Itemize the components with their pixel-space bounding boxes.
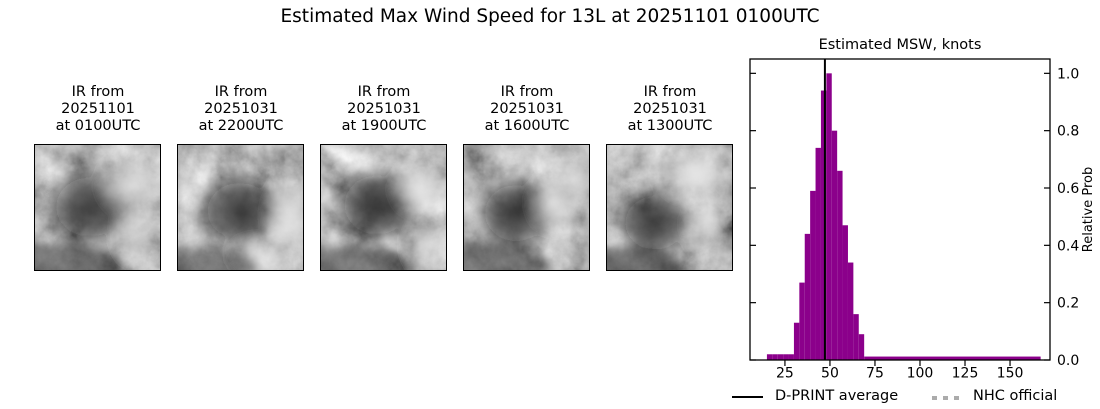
- histogram-bar: [810, 190, 816, 360]
- ir-panel-2-label: IR from 20251031 at 2200UTC: [177, 84, 305, 135]
- msw-histogram-canvas: 25 50 75 100 125 150 0.0 0.2 0.4 0.6 0.8 1.0 Relativ…: [749, 58, 1096, 382]
- histogram-bar: [788, 354, 794, 360]
- histogram-bar: [858, 334, 865, 360]
- histogram-bar: [772, 354, 778, 360]
- figure-title: Estimated Max Wind Speed for 13L at 2025…: [280, 6, 820, 27]
- ir-image-canvas: [607, 145, 732, 270]
- panel-label-line: at 1600UTC: [484, 118, 570, 134]
- ir-image-canvas: [178, 145, 303, 270]
- y-tick-label: 0.4: [1057, 238, 1079, 254]
- legend-nhc-official-label: NHC official: [973, 388, 1058, 404]
- histogram-bar: [820, 90, 827, 361]
- panel-label-line: 20251031: [204, 101, 278, 117]
- ir-satellite-image-4: [463, 144, 590, 271]
- msw-histogram: 25 50 75 100 125 150 0.0 0.2 0.4 0.6 0.8 1.0 Relativ…: [740, 36, 1100, 409]
- x-tick-label: 150: [997, 366, 1024, 382]
- ir-panel-2: IR from 20251031 at 2200UTC: [177, 84, 305, 271]
- panel-label-line: at 2200UTC: [198, 118, 284, 134]
- dprint-average-line-sample: [732, 396, 763, 399]
- ir-panel-1-label: IR from 20251101 at 0100UTC: [34, 84, 162, 135]
- ir-panel-5-label: IR from 20251031 at 1300UTC: [606, 84, 734, 135]
- ir-satellite-image-3: [320, 144, 447, 271]
- ir-panel-3-label: IR from 20251031 at 1900UTC: [320, 84, 448, 135]
- histogram-bar: [826, 73, 832, 361]
- y-tick-label: 0.0: [1057, 353, 1079, 369]
- chart-legend: D-PRINT average NHC official: [725, 387, 1100, 407]
- panel-label-line: 20251031: [633, 101, 707, 117]
- plot-frame: [749, 58, 1051, 361]
- histogram-bar: [837, 170, 843, 360]
- histogram-bar: [831, 130, 838, 360]
- ir-image-canvas: [464, 145, 589, 270]
- ir-panel-4: IR from 20251031 at 1600UTC: [463, 84, 591, 271]
- panel-label-line: IR from: [357, 84, 411, 100]
- panel-label-line: at 1900UTC: [341, 118, 427, 134]
- panel-label-line: 20251031: [347, 101, 421, 117]
- histogram-bar: [815, 147, 821, 360]
- legend-dprint-average-label: D-PRINT average: [775, 388, 899, 404]
- ir-panel-5: IR from 20251031 at 1300UTC: [606, 84, 734, 271]
- histogram-bar: [853, 314, 859, 360]
- panel-label-line: 20251101: [61, 101, 135, 117]
- histogram-title: Estimated MSW, knots: [818, 37, 982, 53]
- nhc-official-dashed-sample: [932, 396, 964, 400]
- histogram-bar: [804, 233, 811, 360]
- panel-label-line: at 1300UTC: [627, 118, 713, 134]
- y-tick-label: 1.0: [1057, 66, 1079, 82]
- histogram-tail-bar: [864, 356, 1041, 360]
- ir-satellite-image-2: [177, 144, 304, 271]
- panel-label-line: 20251031: [490, 101, 564, 117]
- panel-label-line: IR from: [643, 84, 697, 100]
- y-tick-label: 0.2: [1057, 296, 1079, 312]
- panel-label-line: IR from: [71, 84, 125, 100]
- x-tick-label: 50: [821, 366, 839, 382]
- histogram-bar: [783, 354, 789, 360]
- panel-label-line: at 0100UTC: [55, 118, 141, 134]
- histogram-bar: [847, 262, 854, 360]
- y-tick-label: 0.8: [1057, 124, 1079, 140]
- x-tick-label: 25: [776, 366, 794, 382]
- ir-image-canvas: [35, 145, 160, 270]
- x-tick-label: 100: [907, 366, 934, 382]
- ir-panel-4-label: IR from 20251031 at 1600UTC: [463, 84, 591, 135]
- ir-satellite-image-1: [34, 144, 161, 271]
- x-tick-label: 125: [952, 366, 979, 382]
- histogram-bar: [793, 322, 800, 360]
- histogram-bar: [842, 225, 848, 360]
- ir-panel-1: IR from 20251101 at 0100UTC: [34, 84, 162, 271]
- histogram-bar: [777, 354, 784, 360]
- y-tick-label: 0.6: [1057, 181, 1079, 197]
- panel-label-line: IR from: [500, 84, 554, 100]
- histogram-bar: [799, 282, 805, 360]
- x-tick-label: 75: [866, 366, 884, 382]
- histogram-bar: [766, 354, 773, 360]
- ir-satellite-image-5: [606, 144, 733, 271]
- y-axis-label: Relative Prob: [1081, 167, 1096, 252]
- ir-panel-3: IR from 20251031 at 1900UTC: [320, 84, 448, 271]
- ir-image-canvas: [321, 145, 446, 270]
- panel-label-line: IR from: [214, 84, 268, 100]
